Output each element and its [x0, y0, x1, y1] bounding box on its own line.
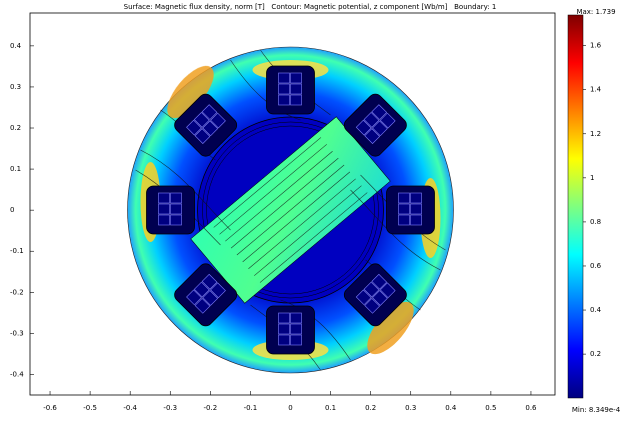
colorbar-min-label: Min: 8.349e-4: [572, 406, 620, 414]
y-tick-label: -0.1: [10, 247, 24, 255]
x-tick-label: 0.1: [325, 404, 336, 412]
slot: [266, 305, 315, 355]
x-tick-label: -0.1: [244, 404, 258, 412]
colorbar-tick-label: 1.2: [590, 130, 601, 138]
colorbar-tick-label: 0.4: [590, 306, 602, 314]
y-tick-label: 0.1: [10, 165, 21, 173]
y-tick-label: 0.4: [10, 42, 22, 50]
y-tick-label: -0.2: [10, 288, 24, 296]
x-tick-label: 0: [288, 404, 292, 412]
slot: [174, 93, 238, 157]
x-tick-label: 0.3: [405, 404, 416, 412]
slot: [146, 185, 195, 235]
x-tick-label: 0.6: [525, 404, 537, 412]
x-tick-label: -0.5: [83, 404, 97, 412]
x-tick-label: -0.2: [204, 404, 218, 412]
colorbar: [567, 14, 584, 399]
x-tick-label: -0.4: [123, 404, 137, 412]
field-image: [127, 46, 454, 374]
x-tick-label: -0.6: [43, 404, 57, 412]
y-tick-label: 0.2: [10, 124, 21, 132]
slot: [386, 185, 435, 235]
slot: [343, 263, 407, 327]
colorbar-tick-label: 1.4: [590, 86, 602, 94]
colorbar-tick-label: 0.8: [590, 218, 601, 226]
y-tick-label: 0.3: [10, 83, 21, 91]
colorbar-max-label: Max: 1.739: [576, 8, 615, 16]
colorbar-tick-label: 0.6: [590, 262, 602, 270]
slot: [343, 93, 407, 157]
colorbar-tick-label: 1: [590, 174, 594, 182]
colorbar-tick-label: 1.6: [590, 42, 602, 50]
plot-frame: [29, 12, 556, 396]
x-tick-label: -0.3: [163, 404, 177, 412]
y-tick-label: 0: [10, 206, 14, 214]
slot: [174, 263, 238, 327]
x-tick-label: 0.2: [365, 404, 376, 412]
colorbar-tick-label: 0.2: [590, 350, 601, 358]
y-tick-label: -0.4: [10, 370, 24, 378]
slot: [266, 65, 315, 115]
chart-title: Surface: Magnetic flux density, norm [T]…: [124, 3, 497, 11]
x-tick-label: 0.4: [445, 404, 457, 412]
y-tick-label: -0.3: [10, 329, 24, 337]
x-tick-label: 0.5: [485, 404, 496, 412]
